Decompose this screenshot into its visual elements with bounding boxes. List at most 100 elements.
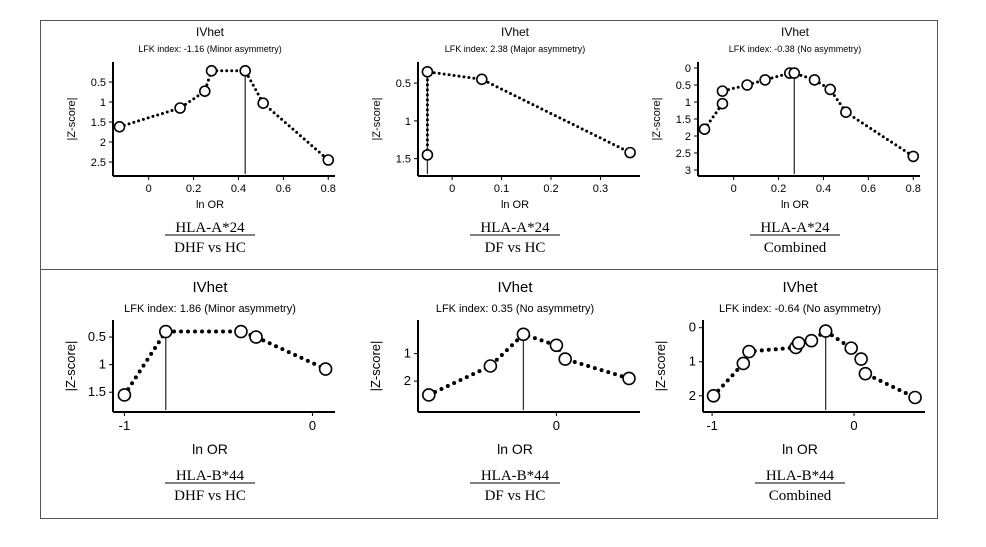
lfk-index-label: LFK index: -0.64 (No asymmetry) xyxy=(719,303,881,315)
y-tick-label: 1 xyxy=(689,354,696,369)
data-point xyxy=(716,85,729,97)
lfk-index-label: LFK index: 2.38 (Major asymmetry) xyxy=(445,44,586,54)
lfk-index-label: LFK index: 0.35 (No asymmetry) xyxy=(436,303,594,315)
data-point xyxy=(113,121,126,133)
y-axis-label: |Z-score| xyxy=(651,98,663,141)
y-tick-label: 2 xyxy=(685,131,691,143)
data-point xyxy=(791,336,806,350)
y-tick-label: 0.5 xyxy=(88,329,106,344)
y-axis-label: |Z-score| xyxy=(371,98,383,141)
funnel-plot-3: IVhet LFK index: -0.38 (No asymmetry) 0 0.5… xyxy=(651,25,921,256)
x-axis-label: ln OR xyxy=(192,441,228,457)
data-point xyxy=(741,79,753,91)
y-tick-label: 0.5 xyxy=(396,78,411,90)
data-point xyxy=(322,154,335,166)
x-tick-label: 0 xyxy=(850,418,857,433)
data-point xyxy=(788,67,801,79)
y-tick-label: 1.5 xyxy=(88,384,106,399)
x-axis-label: ln OR xyxy=(781,199,809,211)
data-point xyxy=(174,102,186,114)
x-tick-label: 0.1 xyxy=(494,183,509,195)
data-point xyxy=(716,97,729,110)
x-tick-label: -1 xyxy=(119,418,131,433)
chart-title: IVhet xyxy=(781,25,810,39)
doi-curve xyxy=(117,69,330,162)
x-tick-label: 0.8 xyxy=(321,183,336,195)
x-tick-label: 0 xyxy=(731,183,737,195)
caption-comparison: DHF vs HC xyxy=(174,240,246,256)
caption-allele: HLA-B*44 xyxy=(176,468,245,484)
y-tick-label: 0.5 xyxy=(91,77,106,89)
data-point xyxy=(698,123,711,135)
doi-curve xyxy=(426,331,631,397)
y-tick-label: 1 xyxy=(405,116,411,128)
caption-allele: HLA-A*24 xyxy=(480,220,550,236)
data-point xyxy=(117,388,132,402)
data-point xyxy=(736,356,751,371)
x-axis-label: ln OR xyxy=(501,199,529,211)
funnel-plot-6: IVhet LFK index: -0.64 (No asymmetry) 0 1 2-… xyxy=(653,279,925,504)
data-point xyxy=(908,390,922,405)
x-axis-label: ln OR xyxy=(196,199,224,211)
doi-curve xyxy=(122,329,328,397)
caption-comparison: DF vs HC xyxy=(485,488,546,504)
x-tick-label: 0.2 xyxy=(543,183,558,195)
data-point xyxy=(234,324,248,339)
funnel-plot-5: IVhet LFK index: 0.35 (No asymmetry) 1 2 0 ln… xyxy=(368,279,640,504)
chart-title: IVhet xyxy=(497,279,533,296)
caption-comparison: DHF vs HC xyxy=(174,488,246,504)
y-axis-label: |Z-score| xyxy=(368,341,383,392)
x-axis-label: ln OR xyxy=(497,441,533,457)
y-tick-label: 1.5 xyxy=(396,154,411,166)
data-point xyxy=(624,146,636,159)
x-tick-label: 0.2 xyxy=(186,183,201,195)
y-tick-label: 0 xyxy=(685,63,691,75)
caption-allele: HLA-A*24 xyxy=(760,220,830,236)
x-tick-label: 0.2 xyxy=(771,183,786,195)
caption-comparison: DF vs HC xyxy=(485,240,546,256)
data-point xyxy=(840,106,852,118)
lfk-index-label: LFK index: -1.16 (Minor asymmetry) xyxy=(138,44,282,54)
data-point xyxy=(824,83,837,96)
data-point xyxy=(318,362,333,376)
y-tick-label: 1.5 xyxy=(91,117,106,129)
x-tick-label: 0.4 xyxy=(816,183,831,195)
x-tick-label: 0.8 xyxy=(906,183,921,195)
data-point xyxy=(844,341,858,355)
data-point xyxy=(858,366,873,381)
y-axis-label: |Z-score| xyxy=(66,98,78,141)
data-point xyxy=(198,85,211,97)
y-tick-label: 1 xyxy=(100,97,106,109)
caption-comparison: Combined xyxy=(769,488,832,504)
lfk-index-label: LFK index: -0.38 (No asymmetry) xyxy=(729,44,862,54)
data-point xyxy=(483,359,498,373)
y-tick-label: 3 xyxy=(685,165,691,177)
lfk-index-label: LFK index: 1.86 (Minor asymmetry) xyxy=(124,303,296,315)
x-tick-label: 0.6 xyxy=(276,183,291,195)
data-point xyxy=(818,324,833,338)
caption-allele: HLA-B*44 xyxy=(766,468,835,484)
chart-title: IVhet xyxy=(196,25,225,39)
doi-curve xyxy=(702,71,915,158)
chart-title: IVhet xyxy=(192,279,228,296)
funnel-plot-1: IVhet LFK index: -1.16 (Minor asymmetry) 0… xyxy=(66,25,336,256)
data-point xyxy=(158,324,173,339)
data-point xyxy=(706,388,721,403)
x-axis-label: ln OR xyxy=(782,441,818,457)
y-axis-label: |Z-score| xyxy=(63,341,78,392)
data-point xyxy=(808,74,821,86)
x-tick-label: 0.6 xyxy=(861,183,876,195)
y-tick-label: 2 xyxy=(404,373,411,388)
caption-allele: HLA-B*44 xyxy=(481,468,550,484)
y-tick-label: 2.5 xyxy=(676,148,691,160)
data-point xyxy=(421,149,434,161)
data-point xyxy=(907,150,920,163)
x-tick-label: 0 xyxy=(146,183,152,195)
y-tick-label: 0.5 xyxy=(676,80,691,92)
data-point xyxy=(205,64,218,77)
data-point xyxy=(249,330,263,344)
data-point xyxy=(742,344,756,359)
data-point xyxy=(421,65,434,78)
x-tick-label: 0.4 xyxy=(231,183,246,195)
y-tick-label: 0 xyxy=(689,320,696,335)
